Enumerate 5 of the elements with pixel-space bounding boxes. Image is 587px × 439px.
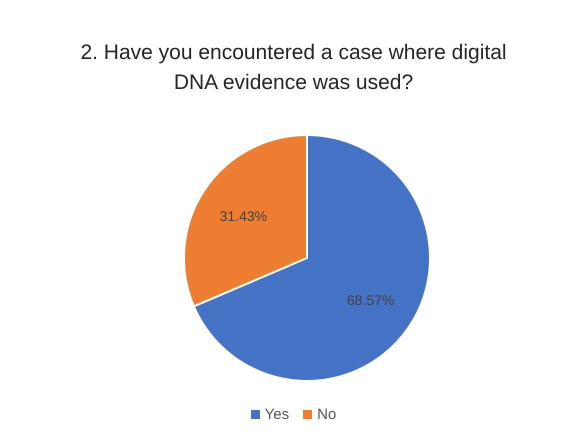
data-label: 68.57% [346, 292, 394, 308]
data-label: 31.43% [220, 208, 268, 224]
chart-title: 2. Have you encountered a case where digital DNA evidence was used? [79, 40, 508, 96]
legend-label: No [316, 406, 336, 423]
legend-label: Yes [264, 406, 290, 423]
